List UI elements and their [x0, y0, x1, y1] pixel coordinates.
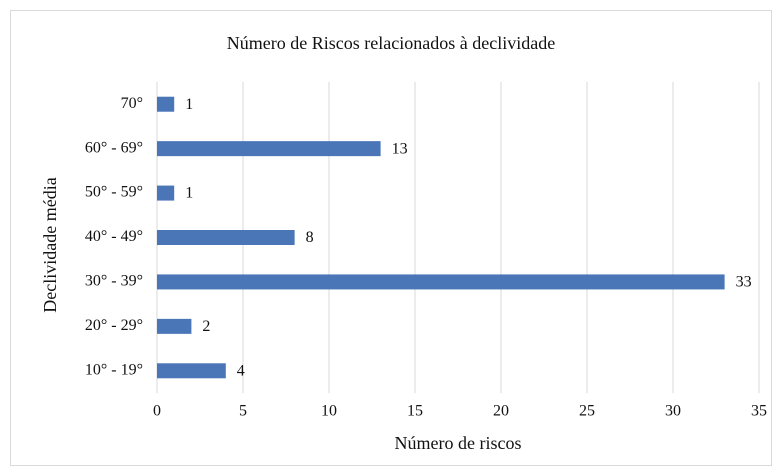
x-tick-label: 10 — [321, 403, 337, 420]
x-tick-label: 20 — [493, 403, 509, 420]
bar — [157, 274, 725, 290]
x-tick-label: 15 — [407, 403, 423, 420]
bar — [157, 185, 175, 201]
y-tick-label: 30° - 39° — [85, 273, 143, 290]
y-tick-label: 20° - 29° — [85, 317, 143, 334]
x-tick-label: 25 — [579, 403, 595, 420]
data-label: 2 — [202, 318, 210, 335]
y-axis-title: Declividade média — [40, 177, 60, 312]
y-tick-label: 10° - 19° — [85, 361, 143, 378]
data-label: 8 — [306, 229, 314, 246]
data-label: 13 — [392, 140, 408, 157]
x-tick-label: 30 — [665, 403, 681, 420]
y-tick-label: 40° - 49° — [85, 228, 143, 245]
x-tick-label: 5 — [239, 403, 247, 420]
x-axis-title: Número de riscos — [395, 433, 522, 453]
y-tick-label: 60° - 69° — [85, 139, 143, 156]
bar — [157, 230, 295, 245]
bar — [157, 363, 226, 379]
y-tick-label: 50° - 59° — [85, 184, 143, 201]
x-tick-label: 35 — [751, 403, 767, 420]
data-label: 1 — [185, 185, 193, 202]
x-tick-label: 0 — [153, 403, 161, 420]
data-label: 33 — [736, 274, 752, 291]
bar — [157, 96, 175, 112]
chart-border — [10, 10, 772, 466]
data-label: 4 — [237, 362, 245, 379]
bar — [157, 141, 381, 157]
data-label: 1 — [185, 96, 193, 113]
bar — [157, 318, 192, 334]
y-tick-label: 70° — [121, 95, 143, 112]
chart-title: Número de Riscos relacionados à declivid… — [227, 33, 555, 53]
